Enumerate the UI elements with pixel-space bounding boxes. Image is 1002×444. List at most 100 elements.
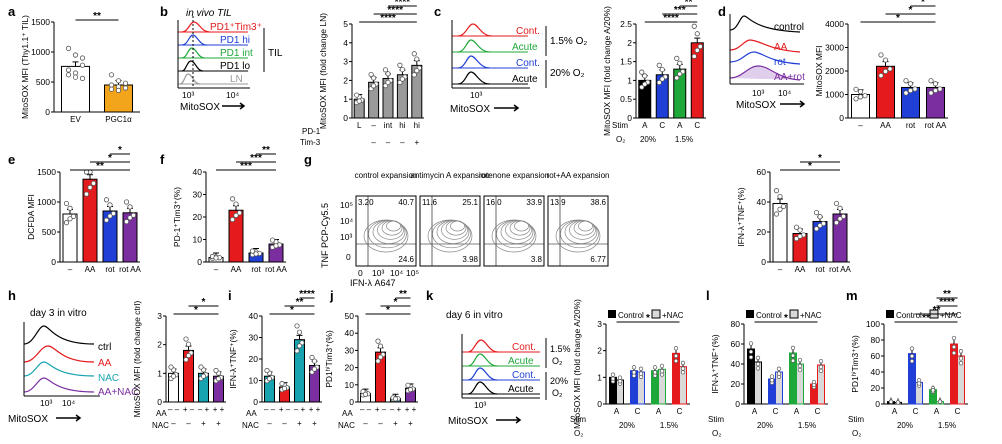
data-point-m xyxy=(909,346,915,351)
data-point-f xyxy=(273,243,279,249)
data-point-e xyxy=(103,197,110,203)
nac-val-h_bar: + xyxy=(201,419,206,428)
data-point-m xyxy=(895,400,901,405)
sig-label-j: * xyxy=(386,305,390,316)
b-tim3-label: Tim-3 xyxy=(300,138,321,147)
sig-label-m: ** xyxy=(933,305,941,316)
sig-label-b_bar: **** xyxy=(380,13,396,24)
xtick-label-l: C xyxy=(773,407,779,416)
contour-line xyxy=(514,220,529,232)
nac-val-h_bar: + xyxy=(216,419,221,428)
data-point-h_bar xyxy=(185,341,192,347)
data-point-f xyxy=(249,248,256,254)
data-point-l xyxy=(755,355,761,360)
data-point-k_bar xyxy=(673,346,679,351)
data-point-e xyxy=(127,204,133,210)
legend-swatch-control xyxy=(886,310,894,318)
data-point-l xyxy=(797,367,803,373)
xtick-label-f: AA xyxy=(231,265,242,274)
data-point-f xyxy=(229,216,236,223)
bar-e xyxy=(82,178,98,263)
panel-label-e: e xyxy=(8,152,15,167)
panel-label-a: a xyxy=(8,4,16,19)
data-point-d_bar xyxy=(928,78,934,84)
data-point-l xyxy=(776,366,782,371)
xtick-label-b_bar: hi xyxy=(399,121,405,130)
ytick-label-e: 1000 xyxy=(37,197,56,207)
data-point-g_bar xyxy=(797,233,803,239)
data-point-f xyxy=(229,196,236,202)
data-point-c_bar xyxy=(694,47,700,53)
sig-label-c_bar: ** xyxy=(685,0,693,8)
data-point-g_bar xyxy=(777,193,783,200)
data-point-b_bar xyxy=(411,72,417,78)
data-point-f xyxy=(233,212,239,219)
panel-label-d: d xyxy=(718,4,726,19)
ytick-label-c_bar: 1.5 xyxy=(620,57,632,67)
data-point-b_bar xyxy=(399,76,405,82)
data-point-i xyxy=(266,376,273,382)
ytick-label-k_bar: 3 xyxy=(597,319,602,329)
nac-val-i: + xyxy=(297,419,302,428)
h-legend-1: AA xyxy=(98,358,112,369)
legend-control-k_bar: Control xyxy=(618,311,644,320)
ytick-label-c_bar: 0.5 xyxy=(620,94,632,104)
data-point-m xyxy=(888,399,894,404)
xtick-label-g_bar: rot AA xyxy=(829,265,851,274)
sig-label-e: * xyxy=(118,145,122,156)
ytick-label-c_bar: 0 xyxy=(627,113,632,123)
b-legend-0: PD1⁺Tim3⁺ xyxy=(210,22,262,33)
ytick-label-d_bar: 0 xyxy=(839,113,844,123)
data-point-k_bar xyxy=(617,379,623,384)
chart-h_bar: 0 1 2 3 MitoSOX MFI (fold change ctrl) – – + –… xyxy=(132,297,226,417)
data-point-m xyxy=(958,361,964,366)
xtick-label-b_bar: – xyxy=(371,121,376,130)
g-ylabel: TNF PCP-Cy5.5 xyxy=(320,203,330,268)
xtick-label-k_bar: C xyxy=(635,407,641,416)
data-point-d_bar xyxy=(857,94,864,100)
sig-label-l: * xyxy=(784,313,788,324)
nac-val-i: + xyxy=(312,419,317,428)
flow-plot-2: rotenone expansion 16.0 33.9 3.8 xyxy=(479,171,549,267)
data-point-i xyxy=(311,366,318,372)
data-point-k_bar xyxy=(610,376,616,381)
c-o2-1: 20% O₂ xyxy=(550,68,585,79)
nac-val-j: + xyxy=(408,419,413,428)
j-nac-label: NAC xyxy=(338,421,355,430)
panel-label-m: m xyxy=(846,288,858,303)
ytick-label-g_bar: 60 xyxy=(757,167,767,177)
sig-label-g_bar: * xyxy=(818,153,822,164)
data-point-d_bar xyxy=(932,81,939,87)
data-point-b_bar xyxy=(370,83,377,89)
ytick-label-f: 30 xyxy=(193,190,203,200)
h-legend-0: ctrl xyxy=(98,342,111,353)
data-point-m xyxy=(937,399,943,404)
data-point-g_bar xyxy=(833,220,840,226)
panel-label-l: l xyxy=(706,288,710,303)
xtick-label-f: rot AA xyxy=(265,265,287,274)
legend-swatch-nac xyxy=(651,309,661,319)
data-point-c_bar xyxy=(639,69,645,75)
data-point-b_bar xyxy=(397,79,403,86)
data-point-l xyxy=(769,378,775,383)
data-point-f xyxy=(213,255,219,261)
xtick-label-c_bar: C xyxy=(694,121,700,130)
flow-q-tl: 11.6 xyxy=(422,198,438,207)
data-point-d_bar xyxy=(878,73,884,79)
data-point-k_bar xyxy=(631,365,637,370)
data-point-e xyxy=(67,205,73,211)
xtick-label-a: PGC1α xyxy=(105,115,132,124)
d-legend-3: AA+rot xyxy=(774,72,805,83)
ytick-label-j: 10 xyxy=(345,380,355,390)
data-point-j xyxy=(362,391,369,397)
xtick-label-g_bar: – xyxy=(778,265,783,274)
data-point-h_bar xyxy=(215,376,222,382)
data-point-f xyxy=(253,251,259,257)
data-point-c_bar xyxy=(691,53,697,59)
data-point-l xyxy=(797,363,803,369)
xtick-label-c_bar: C xyxy=(659,121,665,130)
data-point-a xyxy=(115,87,122,94)
data-point-l xyxy=(818,368,824,374)
data-point-g_bar xyxy=(817,214,823,220)
